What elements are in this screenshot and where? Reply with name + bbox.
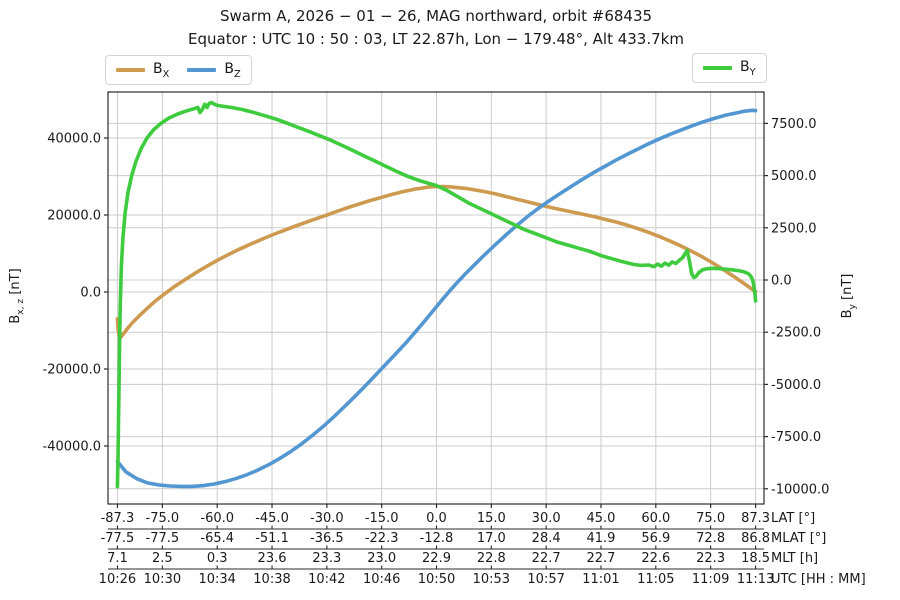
left-tick-label: 20000.0 xyxy=(47,209,101,224)
x-tick-label-row2: 86.8 xyxy=(741,531,770,546)
x-tick-label-row2: 28.4 xyxy=(532,531,561,546)
legend-item-bx: BX xyxy=(116,60,170,80)
x-tick-label-row4: 10:26 xyxy=(99,572,136,587)
x-tick-label-row4: 10:57 xyxy=(527,572,564,587)
x-tick-label-row1: -60.0 xyxy=(200,511,234,526)
x-tick-label-row4: 11:01 xyxy=(582,572,619,587)
x-tick-label-row1: -87.3 xyxy=(101,511,135,526)
x-tick-label-row1: 87.3 xyxy=(741,511,770,526)
x-tick-label-row2: 56.9 xyxy=(641,531,670,546)
x-row-unit-label: MLAT [°] xyxy=(771,531,826,546)
right-tick-label: -10000.0 xyxy=(771,482,829,497)
left-tick-label: -20000.0 xyxy=(43,363,101,378)
x-tick-label-row1: -75.0 xyxy=(146,511,180,526)
right-tick-label: 2500.0 xyxy=(771,221,817,236)
x-tick-label-row4: 10:46 xyxy=(363,572,400,587)
x-tick-label-row3: 2.5 xyxy=(152,551,173,566)
x-tick-label-row2: -12.8 xyxy=(420,531,454,546)
x-tick-label-row3: 0.3 xyxy=(207,551,228,566)
legend-label-bz: BZ xyxy=(224,60,241,80)
x-tick-label-row2: -22.3 xyxy=(365,531,399,546)
by-line-swatch xyxy=(703,66,732,70)
x-tick-label-row4: 10:38 xyxy=(253,572,290,587)
legend-label-by: BY xyxy=(740,58,756,78)
legend-right: BY xyxy=(692,53,767,83)
x-tick-label-row4: 11:13 xyxy=(737,572,774,587)
x-tick-label-row3: 23.3 xyxy=(312,551,341,566)
legend-item-by: BY xyxy=(703,58,756,78)
x-tick-label-row1: 60.0 xyxy=(641,511,670,526)
x-row-unit-label: LAT [°] xyxy=(771,511,815,526)
x-tick-label-row1: 75.0 xyxy=(696,511,725,526)
x-tick-label-row3: 22.7 xyxy=(586,551,615,566)
x-tick-label-row1: -15.0 xyxy=(365,511,399,526)
x-tick-label-row2: -77.5 xyxy=(146,531,180,546)
series-line-bz xyxy=(115,108,758,489)
x-tick-label-row3: 7.1 xyxy=(107,551,128,566)
x-tick-label-row1: 15.0 xyxy=(477,511,506,526)
x-tick-label-row1: 0.0 xyxy=(426,511,447,526)
x-tick-label-row3: 23.6 xyxy=(258,551,287,566)
x-tick-label-row4: 10:53 xyxy=(473,572,510,587)
right-tick-label: -5000.0 xyxy=(771,378,821,393)
series-line-bx xyxy=(115,184,758,340)
right-tick-label: -2500.0 xyxy=(771,326,821,341)
right-tick-label: 0.0 xyxy=(771,274,792,289)
x-tick-label-row3: 18.5 xyxy=(741,551,770,566)
x-row-unit-label: MLT [h] xyxy=(771,551,818,566)
x-tick-label-row2: 41.9 xyxy=(586,531,615,546)
left-tick-label: -40000.0 xyxy=(43,440,101,455)
right-tick-label: 7500.0 xyxy=(771,117,817,132)
bx-line-swatch xyxy=(116,68,145,72)
x-tick-label-row4: 11:05 xyxy=(637,572,674,587)
x-tick-label-row4: 10:30 xyxy=(144,572,181,587)
x-tick-label-row4: 10:50 xyxy=(418,572,455,587)
x-tick-label-row1: 30.0 xyxy=(532,511,561,526)
x-tick-label-row3: 22.8 xyxy=(477,551,506,566)
x-tick-label-row4: 10:34 xyxy=(198,572,235,587)
x-tick-label-row3: 22.7 xyxy=(532,551,561,566)
x-tick-label-row3: 23.0 xyxy=(367,551,396,566)
legend-label-bx: BX xyxy=(153,60,170,80)
x-row-unit-label: UTC [HH : MM] xyxy=(771,572,866,587)
x-tick-label-row1: -45.0 xyxy=(255,511,289,526)
x-tick-label-row2: 72.8 xyxy=(696,531,725,546)
legend-left: BX BZ xyxy=(105,55,252,85)
left-tick-label: 40000.0 xyxy=(47,132,101,147)
x-tick-label-row2: 17.0 xyxy=(477,531,506,546)
x-tick-label-row3: 22.3 xyxy=(696,551,725,566)
legend-item-bz: BZ xyxy=(187,60,241,80)
x-tick-label-row4: 10:42 xyxy=(308,572,345,587)
x-tick-label-row3: 22.6 xyxy=(641,551,670,566)
x-tick-label-row1: -30.0 xyxy=(310,511,344,526)
chart-subtitle: Equator : UTC 10 : 50 : 03, LT 22.87h, L… xyxy=(188,30,684,48)
x-tick-label-row2: -77.5 xyxy=(101,531,135,546)
chart-title: Swarm A, 2026 − 01 − 26, MAG northward, … xyxy=(219,7,653,25)
right-tick-label: 5000.0 xyxy=(771,169,817,184)
left-tick-label: 0.0 xyxy=(80,286,101,301)
x-tick-label-row2: -65.4 xyxy=(200,531,234,546)
x-tick-label-row3: 22.9 xyxy=(422,551,451,566)
x-tick-label-row2: -51.1 xyxy=(255,531,289,546)
x-tick-label-row2: -36.5 xyxy=(310,531,344,546)
series-line-by xyxy=(115,100,758,489)
right-tick-label: -7500.0 xyxy=(771,430,821,445)
x-tick-label-row1: 45.0 xyxy=(586,511,615,526)
x-tick-label-row4: 11:09 xyxy=(692,572,729,587)
bz-line-swatch xyxy=(187,68,217,72)
